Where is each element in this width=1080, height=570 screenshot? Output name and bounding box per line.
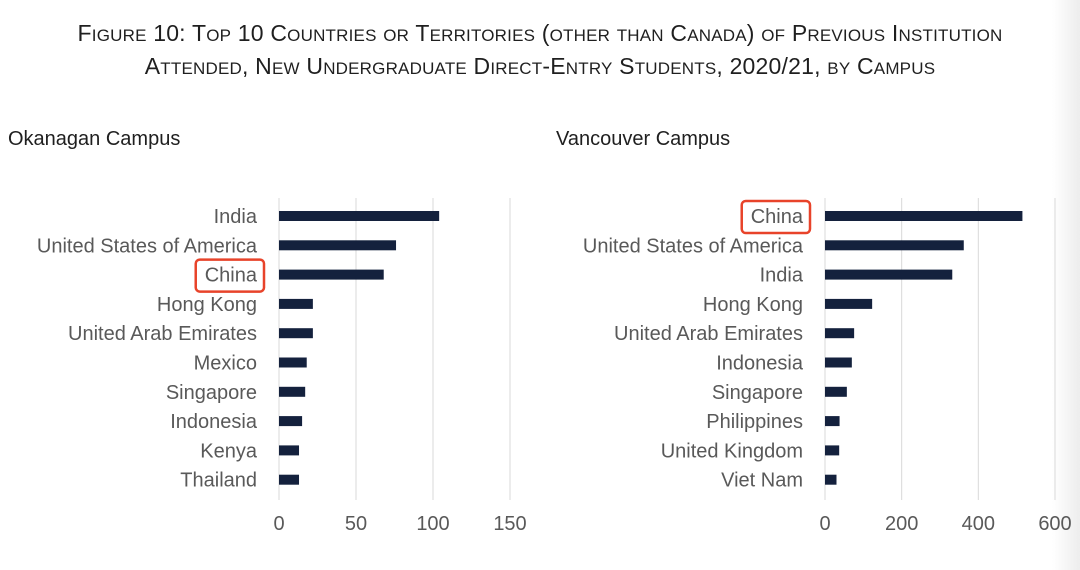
- okanagan-category-label: United Arab Emirates: [68, 323, 257, 345]
- vancouver-bar: [825, 474, 837, 485]
- vancouver-category-label: India: [760, 265, 804, 287]
- vancouver-category-label: Philippines: [706, 411, 803, 433]
- vancouver-bar: [825, 357, 852, 368]
- okanagan-bar: [279, 357, 307, 368]
- vancouver-highlight-box: [740, 199, 812, 235]
- vancouver-bar: [825, 386, 847, 397]
- vancouver-bar: [825, 298, 873, 309]
- okanagan-category-label: Indonesia: [170, 411, 258, 433]
- okanagan-category-label: United States of America: [37, 235, 258, 257]
- okanagan-bar: [279, 211, 440, 221]
- okanagan-category-label: Thailand: [180, 470, 257, 492]
- okanagan-bar: [279, 416, 303, 427]
- vancouver-category-label: Singapore: [712, 382, 803, 404]
- vancouver-chart-title: Vancouver Campus: [556, 128, 731, 150]
- vancouver-bar: [825, 269, 953, 280]
- vancouver-tick-label: 600: [1038, 513, 1071, 535]
- vancouver-tick-label: 0: [819, 513, 830, 535]
- figure-title-line-2: ATTENDED, NEW UNDERGRADUATE DIRECT-ENTRY…: [144, 53, 936, 79]
- vancouver-bar: [825, 211, 1023, 221]
- vancouver-tick-label: 200: [885, 513, 918, 535]
- okanagan-bar: [279, 386, 306, 397]
- okanagan-bar: [279, 445, 300, 456]
- vancouver-bar: [825, 240, 964, 251]
- vancouver-category-label: United States of America: [583, 235, 804, 257]
- okanagan-bar: [279, 474, 300, 485]
- vancouver-category-label: Viet Nam: [721, 470, 803, 492]
- okanagan-category-label: Mexico: [194, 353, 257, 375]
- okanagan-bar: [279, 328, 313, 339]
- okanagan-bar: [279, 240, 397, 251]
- okanagan-tick-label: 100: [416, 513, 449, 535]
- okanagan-category-label: Hong Kong: [157, 294, 257, 316]
- okanagan-tick-label: 0: [273, 513, 284, 535]
- vancouver-bar: [825, 416, 840, 427]
- okanagan-tick-label: 50: [345, 513, 367, 535]
- okanagan-category-label: India: [214, 206, 258, 228]
- vancouver-bar: [825, 445, 840, 456]
- vancouver-bar: [825, 328, 855, 339]
- okanagan-category-label: China: [205, 265, 258, 287]
- okanagan-category-label: Kenya: [200, 440, 258, 462]
- vancouver-category-label: United Arab Emirates: [614, 323, 803, 345]
- okanagan-bar: [279, 298, 313, 309]
- vancouver-category-label: China: [751, 206, 804, 228]
- okanagan-highlight-box: [194, 258, 266, 293]
- vancouver-category-label: United Kingdom: [661, 440, 803, 462]
- vancouver-category-label: Hong Kong: [703, 294, 803, 316]
- okanagan-category-label: Singapore: [166, 382, 257, 404]
- vancouver-category-label: Indonesia: [716, 353, 804, 375]
- vancouver-chart: 0 200 400 600 China United States of America I…: [583, 198, 1072, 535]
- okanagan-tick-label: 150: [493, 513, 526, 535]
- okanagan-bar: [279, 269, 384, 280]
- okanagan-chart: 0 50 100 150 India United States of America Ch…: [37, 198, 527, 535]
- page-edge-shadow: [1052, 0, 1080, 570]
- okanagan-chart-title: Okanagan Campus: [8, 128, 181, 150]
- figure-title-line-1: FIGURE 10: TOP 10 COUNTRIES OR TERRITORI…: [77, 20, 1003, 46]
- vancouver-tick-label: 400: [962, 513, 995, 535]
